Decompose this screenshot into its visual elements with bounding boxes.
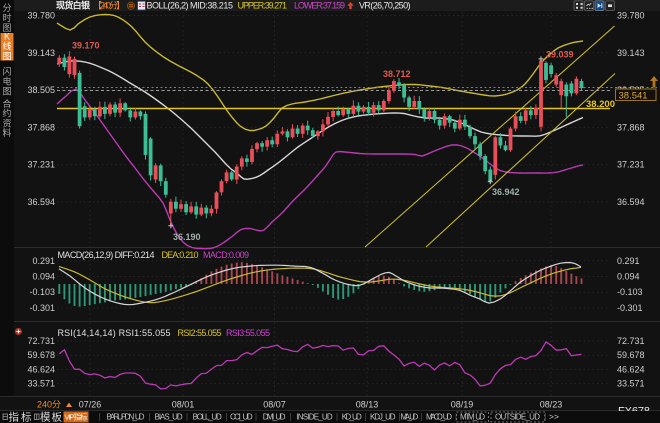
svg-text:线: 线 [2, 41, 11, 52]
svg-text:39.039: 39.039 [546, 50, 574, 60]
svg-text:LOWER:37.159: LOWER:37.159 [294, 1, 345, 11]
svg-text:闪: 闪 [2, 67, 11, 77]
svg-text:MACD_UD: MACD_UD [426, 413, 452, 422]
svg-text:DEA:0.210: DEA:0.210 [162, 250, 199, 260]
svg-text:72.731: 72.731 [617, 336, 645, 346]
svg-text:0.094: 0.094 [617, 272, 640, 282]
svg-text:08/01: 08/01 [172, 400, 195, 410]
svg-text:UPPER:39.271: UPPER:39.271 [238, 1, 288, 11]
svg-text:MACD(26,12,9) DIFF:0.214: MACD(26,12,9) DIFF:0.214 [58, 250, 155, 260]
svg-text:CCI_UD: CCI_UD [230, 413, 253, 422]
svg-text:39.780: 39.780 [27, 11, 55, 21]
svg-text:时: 时 [2, 12, 11, 23]
svg-text:合: 合 [2, 98, 11, 109]
svg-text:RSI2:55.055: RSI2:55.055 [178, 328, 222, 338]
svg-text:VIP指标: VIP指标 [65, 412, 89, 422]
svg-text:36.594: 36.594 [617, 197, 645, 207]
svg-text:46.624: 46.624 [617, 364, 645, 374]
svg-text:BOLL(26,2): BOLL(26,2) [147, 1, 189, 11]
svg-text:指标: 指标 [9, 411, 33, 423]
svg-text:38.505: 38.505 [27, 85, 55, 95]
svg-text:37.231: 37.231 [617, 160, 645, 170]
svg-text:36.594: 36.594 [27, 197, 55, 207]
svg-text:-0.103: -0.103 [617, 287, 643, 297]
svg-text:08/07: 08/07 [263, 400, 286, 410]
svg-text:DMI_UD: DMI_UD [263, 413, 286, 422]
svg-text:36.190: 36.190 [173, 232, 201, 242]
svg-text:MA_UD: MA_UD [401, 413, 419, 422]
svg-text:RSI(14,14,14) RSI1:55.055: RSI(14,14,14) RSI1:55.055 [58, 328, 171, 338]
svg-text:KDJ_UD: KDJ_UD [370, 413, 396, 422]
svg-text:>>: >> [549, 412, 559, 422]
svg-text:MACD:0.009: MACD:0.009 [203, 250, 249, 260]
svg-text:现货白银: 现货白银 [56, 0, 91, 11]
svg-text:0.291: 0.291 [32, 256, 55, 266]
svg-text:模板: 模板 [40, 411, 63, 423]
svg-text:MTM_UD: MTM_UD [460, 413, 485, 422]
svg-text:BOLL_UD: BOLL_UD [193, 413, 222, 422]
svg-text:36.942: 36.942 [492, 187, 520, 197]
svg-text:K: K [4, 32, 10, 42]
svg-text:37.231: 37.231 [27, 160, 55, 170]
svg-text:59.678: 59.678 [27, 350, 55, 360]
svg-text:0.291: 0.291 [617, 256, 640, 266]
svg-text:240分: 240分 [37, 400, 61, 410]
svg-text:38.541: 38.541 [619, 90, 648, 101]
svg-text:33.571: 33.571 [27, 379, 55, 389]
svg-text:39.143: 39.143 [617, 48, 645, 58]
svg-text:37.868: 37.868 [27, 122, 55, 132]
svg-text:38.200: 38.200 [586, 99, 615, 110]
svg-text:图: 图 [2, 87, 11, 97]
svg-text:VR(26,70,250): VR(26,70,250) [359, 1, 411, 11]
svg-text:BARUPDN_UD: BARUPDN_UD [106, 413, 144, 422]
svg-text:08/19: 08/19 [451, 400, 474, 410]
svg-text:RSI3:55.055: RSI3:55.055 [226, 328, 270, 338]
svg-text:KD_UD: KD_UD [342, 413, 362, 422]
svg-text:08/13: 08/13 [356, 400, 379, 410]
svg-text:分: 分 [2, 3, 11, 13]
svg-text:-0.301: -0.301 [617, 303, 643, 313]
svg-text:OUTSIDE_UD: OUTSIDE_UD [495, 413, 540, 422]
svg-text:图: 图 [2, 23, 11, 33]
svg-text:MID:38.215: MID:38.215 [190, 1, 233, 11]
svg-text:33.571: 33.571 [617, 379, 645, 389]
svg-text:39.170: 39.170 [72, 41, 100, 51]
svg-text:INSIDE_UD: INSIDE_UD [296, 413, 333, 422]
svg-text:BIAS_UD: BIAS_UD [155, 413, 183, 422]
svg-text:59.678: 59.678 [617, 350, 645, 360]
svg-text:资: 资 [2, 118, 11, 128]
svg-text:约: 约 [2, 108, 11, 119]
svg-text:图: 图 [2, 52, 11, 62]
svg-text:08/23: 08/23 [540, 400, 563, 410]
svg-text:39.143: 39.143 [27, 48, 55, 58]
svg-text:电: 电 [2, 76, 11, 87]
svg-text:72.731: 72.731 [27, 336, 55, 346]
svg-text:-0.301: -0.301 [29, 303, 55, 313]
svg-text:料: 料 [2, 127, 11, 138]
svg-text:39.780: 39.780 [617, 11, 645, 21]
svg-text:37.868: 37.868 [617, 122, 645, 132]
svg-text:46.624: 46.624 [27, 364, 55, 374]
svg-text:38.712: 38.712 [383, 69, 411, 79]
svg-text:【240分】: 【240分】 [93, 1, 125, 11]
svg-text:-0.103: -0.103 [29, 287, 55, 297]
svg-text:0.094: 0.094 [32, 272, 55, 282]
svg-text:07/26: 07/26 [79, 400, 102, 410]
